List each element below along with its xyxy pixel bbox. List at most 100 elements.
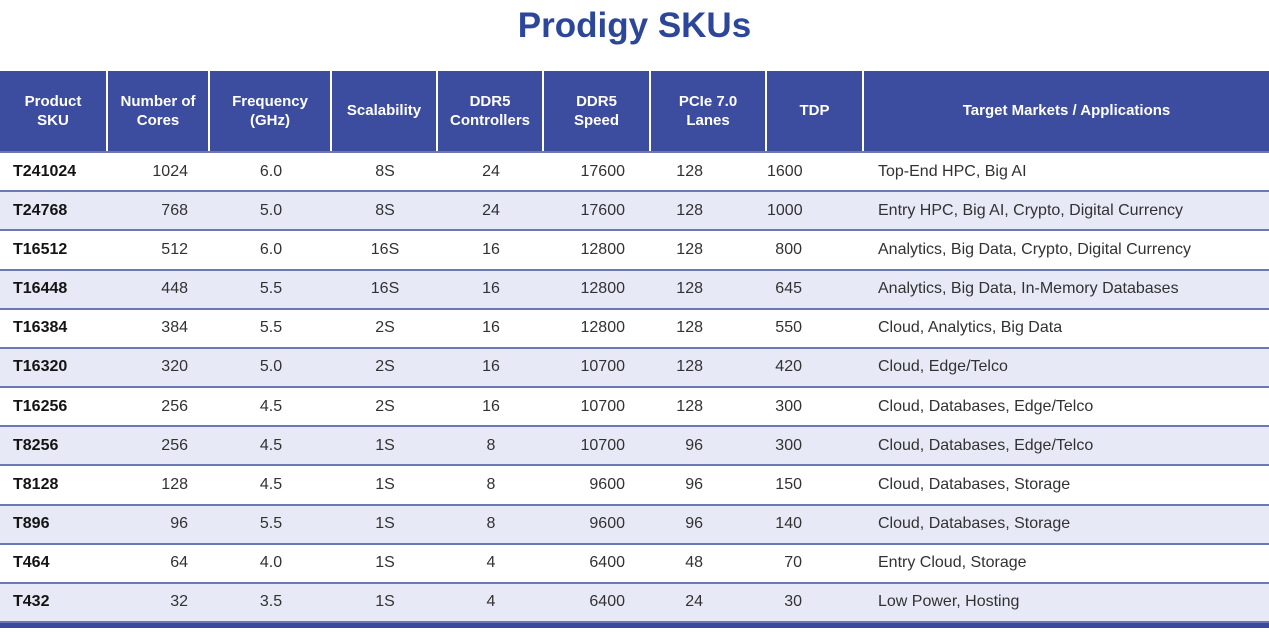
cell-pcie-lanes: 96 [685,515,703,533]
cell-scalability: 16S [370,240,400,258]
cell-frequency: 4.5 [259,397,283,415]
column-header-ddr5-speed: DDR5 Speed [544,71,651,151]
table-row: T896 96 5.5 1S 8 9600 96 140 Cloud, Data… [0,503,1269,543]
cell-pcie-lanes: 128 [676,319,703,337]
column-header-label: DDR5 Controllers [449,92,530,130]
cell-number-of-cores: 1024 [152,162,188,180]
column-header-ddr5-controllers: DDR5 Controllers [438,71,544,151]
cell-ddr5-controllers: 16 [482,358,500,376]
cell-ddr5-speed: 9600 [589,515,625,533]
cell-pcie-lanes: 128 [676,240,703,258]
cell-frequency: 5.5 [259,515,283,533]
cell-product-sku: T16384 [13,319,68,337]
column-header-label: Frequency (GHz) [232,92,308,130]
cell-tdp: 300 [775,436,802,454]
column-header-pcie-lanes: PCIe 7.0 Lanes [651,71,767,151]
cell-target-markets: Cloud, Databases, Edge/Telco [878,436,1094,454]
table-row: T8128 128 4.5 1S 8 9600 96 150 Cloud, Da… [0,464,1269,504]
cell-tdp: 150 [775,475,802,493]
cell-product-sku: T464 [13,554,50,572]
cell-pcie-lanes: 128 [676,358,703,376]
table-bottom-border [0,621,1269,628]
table-row: T432 32 3.5 1S 4 6400 24 30 Low Power, H… [0,581,1269,622]
table-row: T241024 1024 6.0 8S 24 17600 128 1600 To… [0,151,1269,191]
cell-ddr5-controllers: 4 [486,593,496,611]
cell-product-sku: T24768 [13,201,68,219]
table-row: T16448 448 5.5 16S 16 12800 128 645 Anal… [0,268,1269,308]
cell-product-sku: T16256 [13,397,68,415]
cell-target-markets: Analytics, Big Data, In-Memory Databases [878,280,1179,298]
cell-number-of-cores: 512 [161,240,188,258]
cell-ddr5-speed: 10700 [580,358,626,376]
cell-frequency: 4.5 [259,436,283,454]
cell-product-sku: T16320 [13,358,68,376]
cell-scalability: 8S [375,162,395,180]
cell-target-markets: Entry HPC, Big AI, Crypto, Digital Curre… [878,201,1183,219]
cell-number-of-cores: 32 [170,593,188,611]
sku-table: Product SKU Number of Cores Frequency (G… [0,71,1269,628]
cell-scalability: 8S [375,201,395,219]
cell-product-sku: T16512 [13,240,68,258]
cell-ddr5-speed: 10700 [580,436,626,454]
cell-number-of-cores: 768 [161,201,188,219]
cell-scalability: 2S [375,319,395,337]
table-row: T8256 256 4.5 1S 8 10700 96 300 Cloud, D… [0,425,1269,465]
cell-tdp: 30 [784,593,802,611]
cell-frequency: 4.5 [259,475,283,493]
cell-product-sku: T16448 [13,280,68,298]
cell-target-markets: Cloud, Databases, Storage [878,475,1071,493]
cell-ddr5-speed: 6400 [589,554,625,572]
cell-ddr5-controllers: 24 [482,162,500,180]
cell-pcie-lanes: 128 [676,162,703,180]
table-row: T16256 256 4.5 2S 16 10700 128 300 Cloud… [0,386,1269,426]
cell-product-sku: T8256 [13,436,59,454]
cell-frequency: 5.0 [259,201,283,219]
cell-ddr5-speed: 9600 [589,475,625,493]
table-body: T241024 1024 6.0 8S 24 17600 128 1600 To… [0,151,1269,622]
cell-ddr5-controllers: 16 [482,397,500,415]
cell-scalability: 1S [375,475,395,493]
cell-scalability: 1S [375,436,395,454]
column-header-label: Number of Cores [120,92,196,130]
column-header-frequency: Frequency (GHz) [210,71,332,151]
cell-target-markets: Cloud, Analytics, Big Data [878,319,1063,337]
cell-number-of-cores: 320 [161,358,188,376]
cell-product-sku: T241024 [13,162,77,180]
cell-tdp: 550 [775,319,802,337]
column-header-number-of-cores: Number of Cores [108,71,210,151]
cell-ddr5-speed: 12800 [580,319,626,337]
column-header-label: Scalability [346,102,422,120]
cell-target-markets: Cloud, Databases, Storage [878,515,1071,533]
cell-target-markets: Low Power, Hosting [878,593,1020,611]
column-header-label: DDR5 Speed [573,92,619,130]
cell-ddr5-controllers: 4 [486,554,496,572]
cell-number-of-cores: 256 [161,397,188,415]
cell-ddr5-speed: 6400 [589,593,625,611]
cell-pcie-lanes: 96 [685,475,703,493]
cell-scalability: 1S [375,515,395,533]
cell-tdp: 1600 [767,162,803,180]
cell-frequency: 3.5 [259,593,283,611]
cell-frequency: 6.0 [259,240,283,258]
column-header-scalability: Scalability [332,71,438,151]
cell-pcie-lanes: 96 [685,436,703,454]
table-row: T464 64 4.0 1S 4 6400 48 70 Entry Cloud,… [0,542,1269,582]
cell-target-markets: Analytics, Big Data, Crypto, Digital Cur… [878,240,1191,258]
cell-scalability: 2S [375,397,395,415]
cell-scalability: 1S [375,593,395,611]
table-row: T24768 768 5.0 8S 24 17600 128 1000 Entr… [0,190,1269,230]
table-row: T16512 512 6.0 16S 16 12800 128 800 Anal… [0,229,1269,269]
cell-ddr5-controllers: 8 [486,436,496,454]
table-header-row: Product SKU Number of Cores Frequency (G… [0,71,1269,151]
cell-target-markets: Cloud, Edge/Telco [878,358,1008,376]
column-header-target-markets: Target Markets / Applications [864,71,1269,151]
cell-frequency: 4.0 [259,554,283,572]
cell-target-markets: Top-End HPC, Big AI [878,162,1027,180]
cell-ddr5-controllers: 16 [482,280,500,298]
cell-scalability: 1S [375,554,395,572]
column-header-label: TDP [799,102,830,120]
cell-number-of-cores: 448 [161,280,188,298]
cell-pcie-lanes: 128 [676,280,703,298]
cell-ddr5-speed: 17600 [580,201,626,219]
